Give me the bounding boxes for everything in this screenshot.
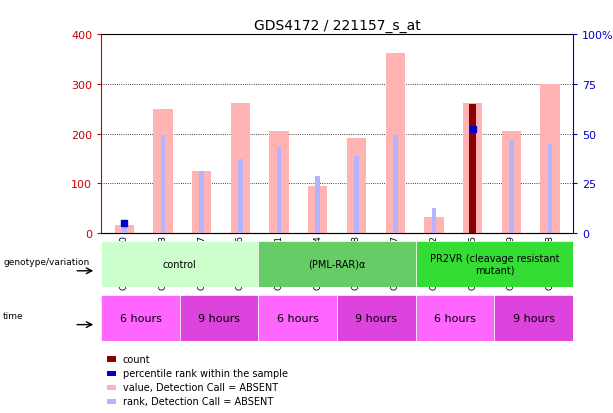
Text: PR2VR (cleavage resistant
mutant): PR2VR (cleavage resistant mutant) [430,254,559,275]
Bar [270,132,289,233]
Text: control: control [163,259,197,269]
Bar [432,209,436,233]
Bar [316,176,320,233]
Bar [153,109,173,233]
Bar [463,104,482,233]
Text: (PML-RAR)α: (PML-RAR)α [308,259,366,269]
Bar [416,295,495,341]
Bar [509,140,514,233]
Bar [199,171,204,233]
Bar [470,129,475,233]
Bar [501,132,521,233]
Bar [161,135,166,233]
Text: 6 hours: 6 hours [277,313,319,323]
Text: value, Detection Call = ABSENT: value, Detection Call = ABSENT [123,382,278,392]
Bar [180,295,259,341]
Bar [192,171,211,233]
Text: time: time [3,311,24,320]
Bar [393,135,397,233]
Text: 9 hours: 9 hours [198,313,240,323]
Bar [337,295,416,341]
Bar [308,186,327,233]
Text: 6 hours: 6 hours [120,313,161,323]
Bar [115,226,134,233]
Text: 9 hours: 9 hours [356,313,397,323]
Bar [354,157,359,233]
Title: GDS4172 / 221157_s_at: GDS4172 / 221157_s_at [254,19,421,33]
Bar [277,148,281,233]
Bar [101,295,180,341]
Bar [416,242,573,287]
Bar [424,218,444,233]
Bar [259,242,416,287]
Bar [386,54,405,233]
Bar [347,138,366,233]
Text: 6 hours: 6 hours [434,313,476,323]
Bar [495,295,573,341]
Text: count: count [123,354,150,364]
Bar [122,223,127,233]
Text: genotype/variation: genotype/variation [3,258,89,267]
Bar [230,104,250,233]
Bar [547,145,552,233]
Bar [469,104,476,233]
Text: rank, Detection Call = ABSENT: rank, Detection Call = ABSENT [123,396,273,406]
Bar [238,160,243,233]
Text: 9 hours: 9 hours [513,313,555,323]
Bar [259,295,337,341]
Bar [101,242,259,287]
Bar [540,85,560,233]
Text: percentile rank within the sample: percentile rank within the sample [123,368,287,378]
